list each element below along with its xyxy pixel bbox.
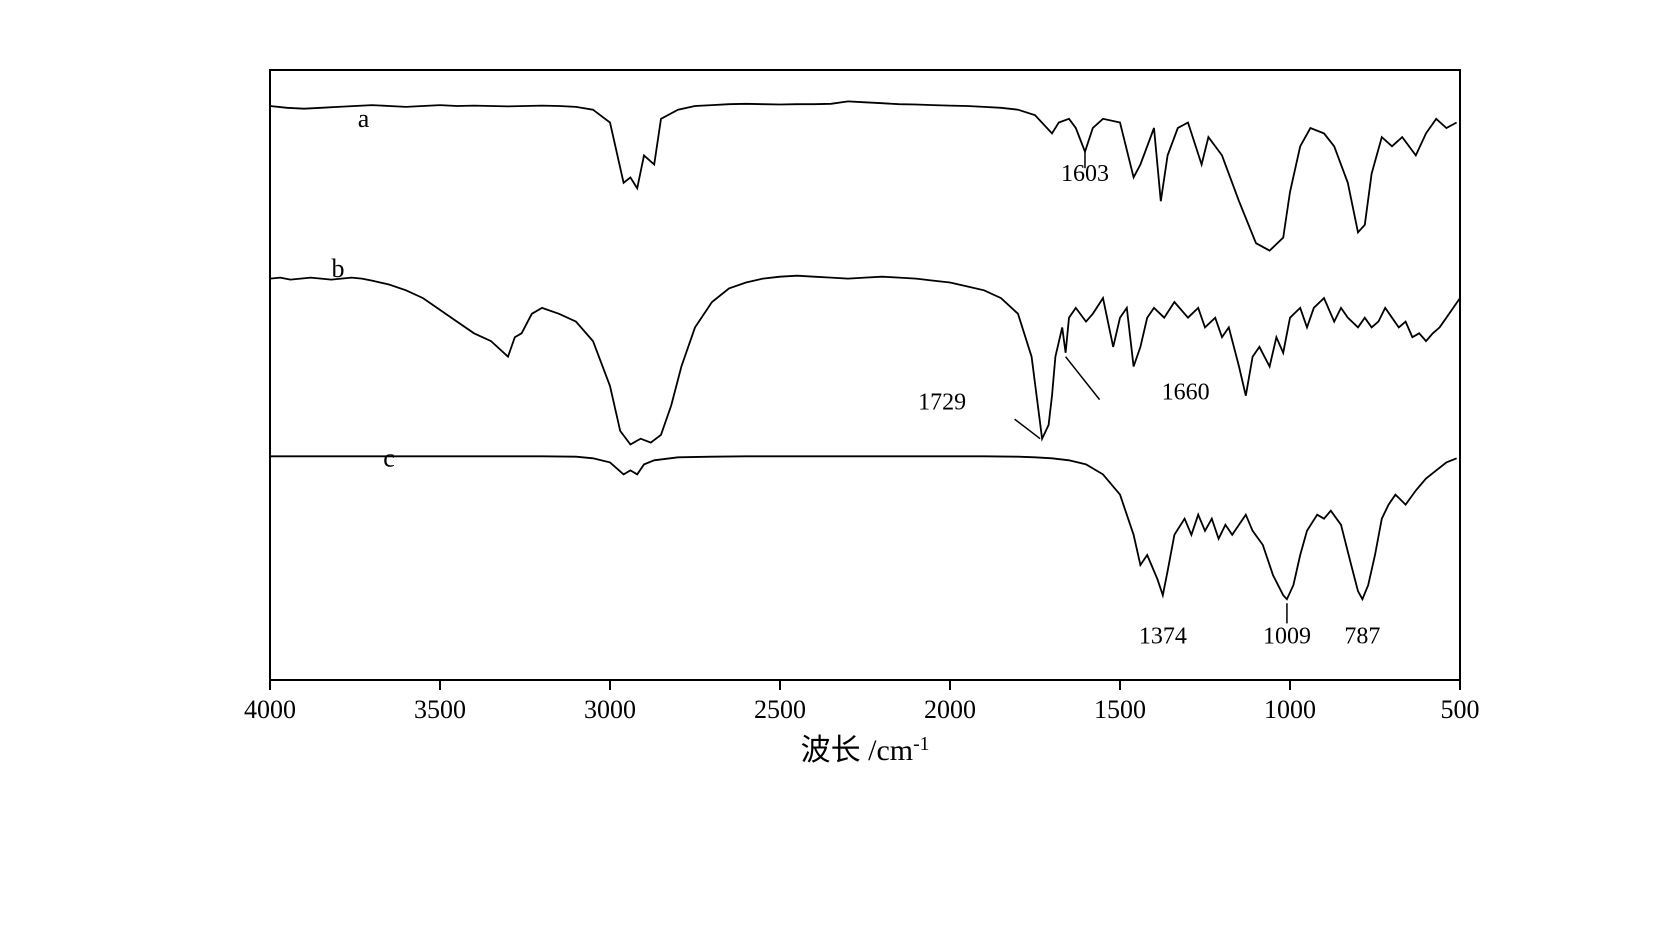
x-tick-label: 2500: [754, 695, 806, 724]
ir-spectrum-chart: abc1603172916601374100978740003500300025…: [190, 40, 1490, 775]
trace-label-c: c: [383, 443, 395, 472]
peak-annotation-1660: 1660: [1162, 380, 1210, 406]
x-tick-label: 3000: [584, 695, 636, 724]
peak-annotation-1374: 1374: [1139, 624, 1187, 650]
x-tick-label: 1500: [1094, 695, 1146, 724]
trace-label-b: b: [332, 254, 345, 283]
chart-svg: abc1603172916601374100978740003500300025…: [190, 40, 1490, 770]
x-tick-label: 1000: [1264, 695, 1316, 724]
peak-annotation-787: 787: [1344, 624, 1380, 650]
x-axis-label: 波长 /cm-1: [801, 734, 930, 768]
x-tick-label: 4000: [244, 695, 296, 724]
peak-annotation-1009: 1009: [1263, 624, 1311, 650]
peak-annotation-1729: 1729: [918, 389, 966, 415]
x-tick-label: 500: [1441, 695, 1480, 724]
trace-label-a: a: [358, 104, 370, 133]
x-tick-label: 2000: [924, 695, 976, 724]
x-tick-label: 3500: [414, 695, 466, 724]
